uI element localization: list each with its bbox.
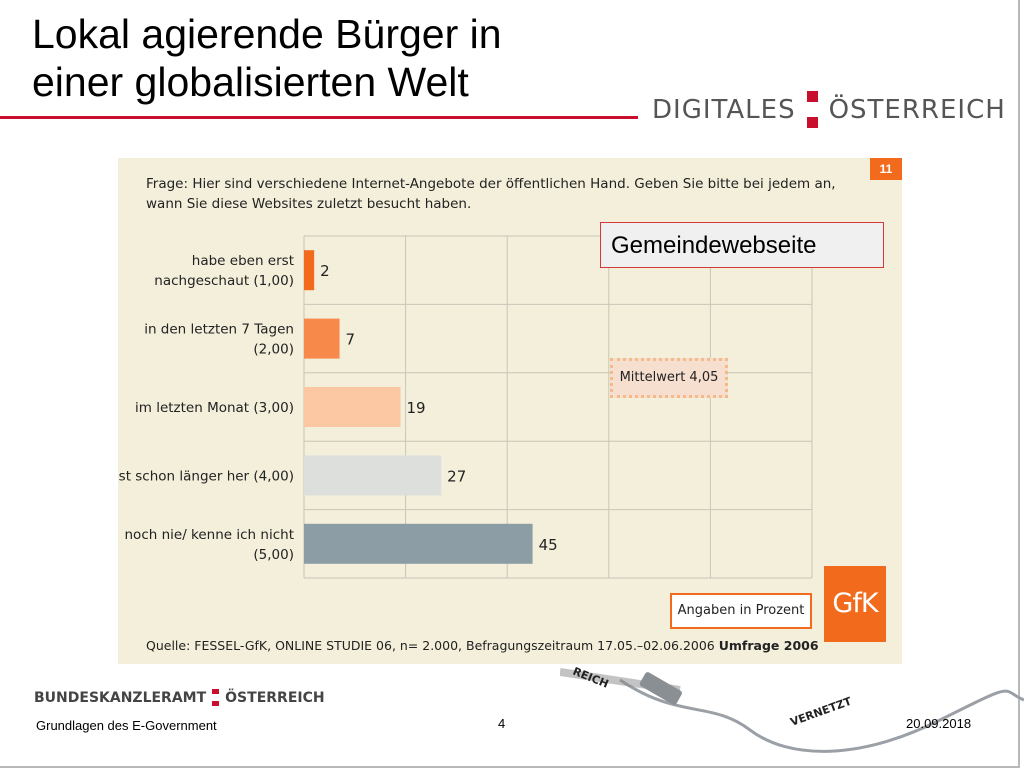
callout-gemeindewebseite: Gemeindewebseite	[600, 222, 884, 268]
usb-cable-graphic: REICH VERNETZT	[560, 665, 1024, 753]
source-survey-year: Umfrage 2006	[718, 638, 819, 653]
digitales-oesterreich-logo: DIGITALES ÖSTERREICH	[652, 90, 1006, 130]
bar-3	[304, 387, 401, 427]
bar-1	[304, 250, 315, 291]
source-note: Quelle: FESSEL-GfK, ONLINE STUDIE 06, n=…	[146, 638, 819, 653]
category-label-1: habe eben erst nachgeschaut (1,00)	[154, 253, 294, 289]
slide-title-line1: Lokal agierende Bürger in	[32, 11, 502, 57]
bka-flag-mark-icon	[212, 689, 220, 707]
data-label-5: 45	[539, 536, 558, 554]
brand-right-text: ÖSTERREICH	[828, 95, 1006, 125]
footer-course-title: Grundlagen des E-Government	[36, 718, 217, 733]
bar-chart: 2 habe eben erst nachgeschaut (1,00) 7 in de…	[118, 235, 813, 579]
chart-number-badge: 11	[870, 158, 902, 180]
category-label-4: ist schon länger her (4,00)	[118, 468, 294, 484]
title-underline	[0, 116, 638, 119]
chart-panel: Frage: Hier sind verschiedene Internet-A…	[118, 158, 902, 664]
brand-left-text: DIGITALES	[652, 95, 796, 125]
brand-flag-mark-icon	[806, 91, 818, 129]
cable-text-reich: REICH	[571, 665, 611, 691]
category-label-line: ist schon länger her (4,00)	[118, 468, 294, 484]
data-label-2: 7	[346, 331, 356, 349]
gfk-logo: GfK	[824, 566, 886, 642]
category-label-2: in den letzten 7 Tagen (2,00)	[144, 322, 294, 358]
data-label-1: 2	[320, 262, 330, 280]
category-label-line: im letzten Monat (3,00)	[135, 400, 294, 416]
data-label-3: 19	[407, 399, 426, 417]
cable-text-vernetzt: VERNETZT	[789, 694, 854, 728]
bar-5	[304, 523, 533, 564]
data-label-4: 27	[447, 467, 466, 485]
footer-page-number: 4	[498, 716, 506, 731]
slide-title: Lokal agierende Bürger in einer globalis…	[32, 10, 502, 106]
bar-4	[304, 455, 442, 496]
category-label-3: im letzten Monat (3,00)	[135, 400, 294, 416]
source-text: Quelle: FESSEL-GfK, ONLINE STUDIE 06, n=…	[146, 638, 715, 653]
bundeskanzleramt-logo: BUNDESKANZLERAMT ÖSTERREICH	[34, 688, 325, 708]
category-label-5: noch nie/ kenne ich nicht (5,00)	[125, 527, 295, 563]
slide-title-line2: einer globalisierten Welt	[32, 59, 469, 105]
survey-question: Frage: Hier sind verschiedene Internet-A…	[146, 176, 836, 212]
category-label-line: (2,00)	[253, 342, 294, 358]
category-label-line: nachgeschaut (1,00)	[154, 273, 294, 289]
category-label-line: habe eben erst	[192, 253, 294, 269]
bka-left-text: BUNDESKANZLERAMT	[34, 690, 207, 706]
category-label-line: noch nie/ kenne ich nicht	[125, 527, 295, 543]
mean-value-label: Mittelwert 4,05	[610, 358, 728, 398]
footer-date: 20.09.2018	[906, 716, 972, 731]
bar-2	[304, 318, 340, 359]
category-label-line: (5,00)	[253, 547, 294, 563]
bka-right-text: ÖSTERREICH	[225, 690, 325, 706]
unit-label: Angaben in Prozent	[670, 593, 812, 629]
category-label-line: in den letzten 7 Tagen	[144, 322, 294, 338]
